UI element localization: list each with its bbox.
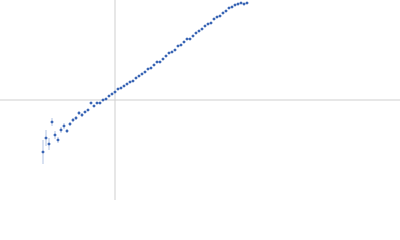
point [224, 9, 228, 13]
point [71, 118, 75, 122]
point [140, 72, 144, 76]
point [119, 86, 123, 90]
point [176, 44, 180, 48]
point [146, 67, 150, 71]
point [170, 50, 174, 54]
point [74, 116, 78, 120]
point [92, 104, 96, 108]
point [200, 27, 204, 31]
point [239, 1, 243, 5]
point [158, 60, 162, 64]
point [113, 90, 117, 94]
point [128, 80, 132, 84]
point [131, 79, 135, 83]
point [206, 22, 210, 26]
point [89, 101, 93, 105]
point [233, 3, 237, 7]
point [137, 74, 141, 78]
point [62, 124, 66, 128]
point [98, 101, 102, 105]
point [194, 31, 198, 35]
point [164, 54, 168, 58]
point [242, 2, 246, 6]
chart [0, 0, 400, 200]
point [143, 70, 147, 74]
point [236, 2, 240, 6]
point [167, 51, 171, 55]
point [173, 48, 177, 52]
point [179, 43, 183, 47]
point [122, 84, 126, 88]
point [212, 17, 216, 21]
point [125, 82, 129, 86]
point [155, 60, 159, 64]
point [50, 120, 54, 124]
point [152, 63, 156, 67]
point [134, 76, 138, 80]
point [104, 97, 108, 101]
point [203, 24, 207, 28]
point [59, 128, 63, 132]
point [209, 21, 213, 25]
point [68, 122, 72, 126]
point [161, 57, 165, 61]
point [101, 98, 105, 102]
point [80, 113, 84, 117]
point [86, 108, 90, 112]
point [116, 87, 120, 91]
point [47, 142, 51, 146]
point [83, 110, 87, 114]
point [245, 1, 249, 5]
point [107, 94, 111, 98]
point [77, 111, 81, 115]
point [221, 11, 225, 15]
point [41, 150, 45, 154]
point [110, 92, 114, 96]
point [230, 5, 234, 9]
point [185, 37, 189, 41]
point [95, 101, 99, 105]
point [215, 15, 219, 19]
point [197, 29, 201, 33]
point [53, 133, 57, 137]
point [227, 6, 231, 10]
point [56, 138, 60, 142]
point [65, 129, 69, 133]
point [149, 66, 153, 70]
point [191, 34, 195, 38]
point [182, 40, 186, 44]
point [44, 136, 48, 140]
point [188, 37, 192, 41]
point [218, 14, 222, 18]
